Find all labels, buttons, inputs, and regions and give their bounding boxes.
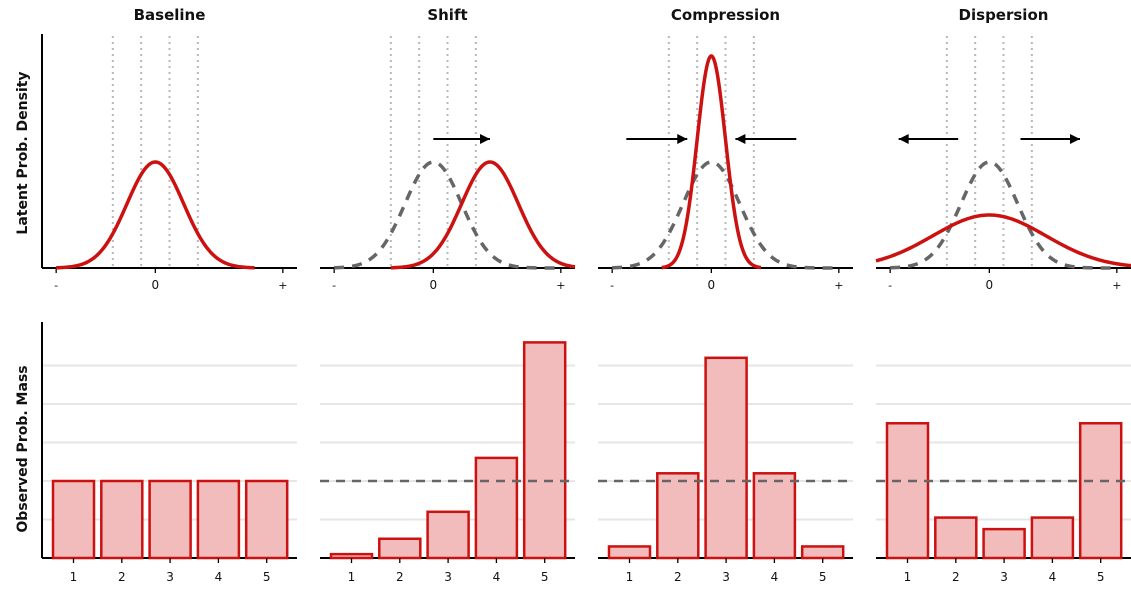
shift-arrow-head: [480, 134, 490, 144]
density-panel-baseline: Baseline - 0 +: [41, 6, 297, 292]
x-tick-label: 4: [215, 570, 223, 584]
mass-panel-3: 1 2 3 4 5: [598, 356, 853, 584]
y-label-bottom: Observed Prob. Mass: [15, 365, 31, 532]
bar-2: [934, 516, 978, 560]
x-tick-label: 3: [166, 570, 174, 584]
bar-1: [329, 552, 374, 560]
x-tick-label: +: [1112, 279, 1121, 292]
panel-title: Compression: [671, 6, 780, 24]
x-tick-label: 3: [1000, 570, 1008, 584]
x-tick-label: 1: [626, 570, 634, 584]
x-tick-label: 2: [674, 570, 682, 584]
bar-4: [752, 472, 797, 560]
mass-panel-2: 1 2 3 4 5: [320, 341, 575, 584]
bar-5: [1078, 422, 1123, 560]
baseline-density-curve: [890, 160, 1117, 270]
density-panel-shift: Shift - 0 +: [320, 6, 576, 292]
panel-title: Dispersion: [959, 6, 1049, 24]
bar-2: [378, 537, 422, 560]
disperse-arrow-left-head: [898, 134, 909, 144]
density-curve: [661, 54, 762, 270]
compress-arrow-right-head: [735, 134, 746, 144]
disperse-arrow-right-head: [1070, 134, 1080, 144]
bar-2: [656, 472, 700, 560]
baseline-density-curve: [334, 160, 561, 270]
density-curve: [390, 160, 576, 270]
bar-3: [148, 479, 192, 560]
x-tick-label: -: [888, 279, 892, 292]
bar-4: [474, 456, 519, 560]
x-tick-label: 3: [722, 570, 730, 584]
x-tick-label: 1: [348, 570, 356, 584]
x-tick-label: -: [610, 279, 614, 292]
x-tick-label: 5: [819, 570, 827, 584]
bar-5: [244, 479, 289, 560]
x-tick-label: 2: [396, 570, 404, 584]
x-tick-label: 0: [152, 278, 160, 292]
x-tick-label: 1: [904, 570, 912, 584]
x-tick-label: 0: [708, 278, 716, 292]
x-tick-label: 5: [541, 570, 549, 584]
x-tick-label: 2: [952, 570, 960, 584]
x-tick-label: 4: [493, 570, 501, 584]
baseline-density-curve: [612, 160, 839, 270]
bar-5: [522, 341, 567, 560]
x-tick-label: +: [278, 279, 287, 292]
bar-4: [196, 479, 241, 560]
x-tick-label: 0: [430, 278, 438, 292]
x-tick-label: 4: [1049, 570, 1057, 584]
bar-1: [607, 545, 652, 560]
x-tick-label: 2: [118, 570, 126, 584]
mass-panel-4: 1 2 3 4 5: [876, 364, 1131, 584]
density-curve: [56, 160, 255, 270]
x-tick-label: -: [332, 279, 336, 292]
bar-3: [426, 510, 470, 560]
bar-4: [1030, 516, 1075, 560]
x-tick-label: +: [834, 279, 843, 292]
bar-3: [982, 527, 1026, 560]
bar-3: [704, 356, 748, 560]
panel-title: Shift: [427, 6, 467, 24]
bar-2: [100, 479, 144, 560]
density-curve: [875, 213, 1131, 268]
x-tick-label: 0: [986, 278, 994, 292]
x-tick-label: 3: [444, 570, 452, 584]
x-tick-label: -: [54, 279, 58, 292]
bar-1: [51, 479, 96, 560]
density-panel-dispersion: Dispersion - 0 +: [875, 6, 1131, 292]
compress-arrow-left-head: [677, 134, 688, 144]
x-tick-label: +: [556, 279, 565, 292]
bar-1: [885, 422, 930, 560]
bar-5: [800, 545, 845, 560]
mass-panel-1: 1 2 3 4 5: [41, 322, 297, 584]
density-panel-compression: Compression - 0 +: [598, 6, 853, 292]
y-label-top: Latent Prob. Density: [15, 71, 31, 234]
x-tick-label: 4: [771, 570, 779, 584]
panel-title: Baseline: [134, 6, 206, 24]
x-tick-label: 5: [263, 570, 271, 584]
x-tick-label: 1: [70, 570, 78, 584]
x-tick-label: 5: [1097, 570, 1105, 584]
